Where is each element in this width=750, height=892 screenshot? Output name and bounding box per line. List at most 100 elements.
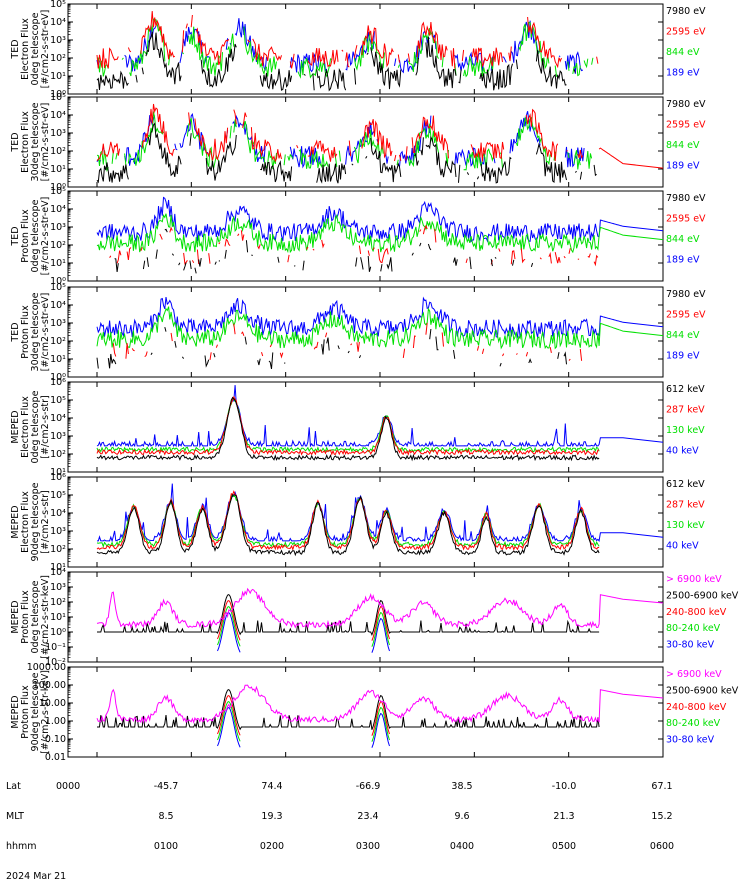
y-axis-label: [#/cm2-s-str-keV] [40,575,51,659]
y-tick-label: 10⁰ [50,182,66,193]
y-axis-label: [#/cm2-s-str-eV] [40,197,51,276]
legend-entry: 30-80 keV [666,735,715,746]
y-axis-label: Electron Flux [20,111,31,173]
series-black [97,327,598,369]
series-green [96,306,664,350]
y-tick-label: 10.00 [39,698,66,709]
y-tick-label: 10⁴ [50,567,66,578]
panel-7: 10⁻² 10⁻¹ 10⁰ 10¹ 10² 10³ 10⁴ MEPED Proton Flux 0… [10,567,739,668]
legend-entry: 612 keV [666,384,705,395]
y-axis-label: Proton Flux [20,685,31,739]
series-red [217,694,390,736]
series-blue [96,296,664,339]
hhmm-value: 0300 [355,841,381,852]
series-black [96,122,597,184]
y-tick-label: 10⁵ [50,395,66,406]
legend-entry: 2595 eV [666,310,706,321]
y-tick-label: 10⁵ [50,186,66,197]
y-axis-label: TED [10,39,21,59]
series-black [97,593,600,637]
series-green [96,18,594,79]
lat-label: Lat [6,781,21,792]
lat-value: 38.5 [451,781,473,792]
legend-entry: 130 keV [666,425,705,436]
legend-entry: 40 keV [666,446,699,457]
legend-entry: 7980 eV [666,193,706,204]
y-axis-label: MEPED [10,410,21,443]
y-tick-label: 100.00 [33,680,66,691]
y-axis-label: MEPED [10,695,21,728]
y-axis-label: 90deg telescope [30,672,41,751]
hhmm-value: 0500 [551,841,577,852]
y-tick-label: 10¹ [50,467,66,478]
series-green [217,605,390,647]
y-axis-label: 30deg telescope [30,102,41,181]
series-red [217,599,390,641]
legend-entry: 40 keV [666,541,699,552]
hhmm-value: 0200 [259,841,285,852]
bottom-col-2: 74.4 19.3 0200 [242,762,302,862]
legend-entry: 7980 eV [666,6,706,17]
legend-entry: 240-800 keV [666,607,727,618]
legend-entry: 2595 eV [666,214,706,225]
series-magenta [96,684,664,724]
series-red [96,395,600,456]
panel-2: 10⁰ 10¹ 10² 10³ 10⁴ 10⁵ TED Electron Flux 30deg … [10,92,706,193]
legend-entry: 287 keV [666,500,705,511]
bottom-col-4: 38.5 9.6 0400 [432,762,492,862]
series-magenta [96,587,664,629]
y-tick-label: 1000.00 [27,662,66,673]
series-green [217,700,390,742]
date-label: 2024 Mar 21 [6,871,67,882]
y-tick-label: 10³ [50,582,66,593]
panel-8: 0.01 0.10 1.00 10.00 100.00 1000.00 MEPED Proto… [10,662,739,763]
y-tick-label: 10⁻² [45,657,66,668]
y-axis-label: [#/cm2-s-str-eV] [40,103,51,182]
hhmm-value: 0600 [649,841,675,852]
y-tick-label: 10² [50,53,66,64]
panel-5: 10¹ 10² 10³ 10⁴ 10⁵ 10⁶ MEPED Electron Flux 0deg… [10,377,705,478]
y-tick-label: 10⁻¹ [45,642,66,653]
series-blue [96,196,664,243]
legend-entry: 7980 eV [666,289,706,300]
y-tick-label: 10³ [50,526,66,537]
y-axis-label: TED [10,132,21,152]
legend-entry: 2595 eV [666,27,706,38]
bottom-col-6: 67.1 15.2 0600 [632,762,692,862]
first-hhmm: 0000 [56,781,81,792]
y-axis-label: TED [10,322,21,342]
lat-value: -45.7 [153,781,179,792]
panel-frame [67,476,664,568]
y-axis-label: Electron Flux [20,18,31,80]
y-tick-label: 10⁰ [50,372,66,383]
series-red [96,103,664,169]
mlt-value: 19.3 [261,811,283,822]
hhmm-label: hhmm [6,841,37,852]
series-black [96,396,600,462]
mlt-value: 23.4 [357,811,379,822]
series-blue [217,611,390,653]
panel-3: 10⁰ 10¹ 10² 10³ 10⁴ 10⁵ TED Proton Flux 0deg tel… [10,186,706,287]
panel-frame [67,96,664,188]
y-tick-label: 10⁶ [50,377,66,388]
hhmm-value: 0100 [153,841,179,852]
lat-value: 74.4 [261,781,283,792]
y-tick-label: 10¹ [50,562,66,573]
legend-entry: 612 keV [666,479,705,490]
y-tick-label: 10⁰ [50,627,66,638]
mlt-value: 15.2 [651,811,673,822]
legend-entry: 844 eV [666,234,700,245]
y-tick-label: 10⁴ [50,204,66,215]
legend-entry: 240-800 keV [666,702,727,713]
panel-6: 10¹ 10² 10³ 10⁴ 10⁵ 10⁶ MEPED Electron Flux 90de… [10,472,705,573]
legend-entry: 80-240 keV [666,718,721,729]
legend-entry: 7980 eV [666,99,706,110]
y-axis-label: TED [10,226,21,246]
y-tick-label: 10¹ [50,354,66,365]
y-axis-label: [#/cm2-s-str-eV] [40,10,51,89]
panel-4: 10⁰ 10¹ 10² 10³ 10⁴ 10⁵ TED Proton Flux 30deg te… [10,282,706,383]
y-tick-label: 10³ [50,128,66,139]
series-blue [217,706,390,748]
legend-entry: 287 keV [666,405,705,416]
y-tick-label: 10⁵ [50,282,66,293]
